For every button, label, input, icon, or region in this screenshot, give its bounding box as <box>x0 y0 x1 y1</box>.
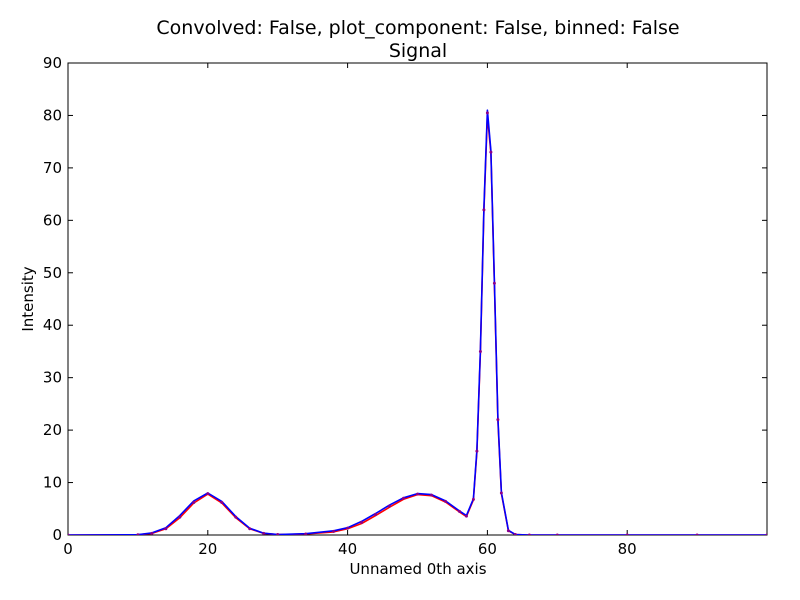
data-point <box>496 418 500 422</box>
y-tick-label: 30 <box>43 369 62 387</box>
data-point <box>136 533 140 535</box>
y-tick-label: 50 <box>43 264 62 282</box>
data-point <box>475 449 479 453</box>
y-tick-label: 80 <box>43 106 62 124</box>
data-point <box>192 500 196 504</box>
y-axis-label: Intensity <box>19 266 37 331</box>
data-point <box>492 281 496 285</box>
x-tick-label: 0 <box>63 540 73 558</box>
data-point <box>625 533 629 535</box>
data-point <box>489 150 493 154</box>
data-point <box>220 500 224 504</box>
data-point <box>276 532 280 535</box>
data-point <box>478 349 482 353</box>
series-line-2 <box>68 109 767 535</box>
data-point <box>429 493 433 497</box>
y-axis: 0 10 20 30 40 50 60 70 80 90 <box>43 54 767 544</box>
data-point <box>304 532 308 535</box>
data-point <box>262 531 266 535</box>
data-point <box>457 509 461 513</box>
y-tick-label: 10 <box>43 474 62 492</box>
chart-title: Convolved: False, plot_component: False,… <box>156 17 679 39</box>
x-tick-label: 40 <box>338 540 357 558</box>
y-tick-label: 70 <box>43 159 62 177</box>
data-point <box>402 496 406 500</box>
data-point <box>555 533 559 535</box>
y-tick-label: 60 <box>43 211 62 229</box>
x-tick-label: 20 <box>198 540 217 558</box>
data-point <box>388 504 392 508</box>
data-point <box>443 499 447 503</box>
data-point <box>527 533 531 535</box>
y-tick-label: 90 <box>43 54 62 72</box>
data-point <box>506 529 510 533</box>
data-point <box>482 208 486 212</box>
data-point <box>765 533 767 535</box>
data-point <box>499 491 503 495</box>
plot-content <box>68 109 767 535</box>
x-axis: 0 20 40 60 80 <box>63 63 637 558</box>
x-tick-label: 80 <box>618 540 637 558</box>
data-point <box>471 497 475 501</box>
data-point <box>346 526 350 530</box>
plot-area <box>67 62 768 536</box>
data-point <box>150 531 154 535</box>
y-tick-label: 20 <box>43 421 62 439</box>
data-point <box>234 515 238 519</box>
data-point <box>68 533 70 535</box>
x-tick-label: 60 <box>478 540 497 558</box>
data-point <box>164 527 168 531</box>
y-tick-label: 0 <box>52 526 62 544</box>
data-point <box>374 513 378 517</box>
data-point <box>464 514 468 518</box>
data-point <box>513 532 517 535</box>
data-point <box>332 529 336 533</box>
data-point <box>206 492 210 496</box>
data-point <box>416 492 419 496</box>
data-point <box>248 527 252 531</box>
data-point <box>178 515 182 519</box>
data-point <box>360 520 364 524</box>
y-tick-label: 40 <box>43 316 62 334</box>
chart-subtitle: Signal <box>389 40 447 62</box>
data-point <box>485 111 489 115</box>
data-point <box>695 533 699 535</box>
x-axis-label: Unnamed 0th axis <box>349 560 486 578</box>
